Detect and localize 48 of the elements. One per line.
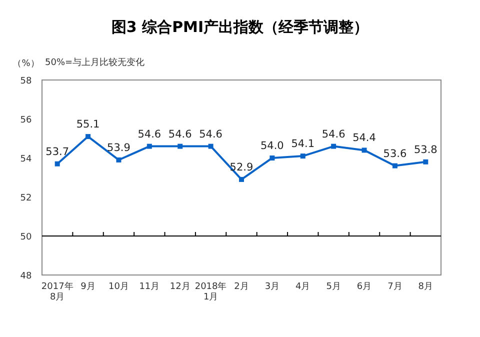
point: [208, 144, 214, 149]
y-tick-label: 54: [20, 154, 32, 164]
y-tick-label: 58: [20, 76, 32, 86]
point: [146, 144, 152, 149]
data-label: 55.1: [76, 118, 100, 131]
point: [178, 144, 183, 149]
point: [423, 159, 428, 164]
y-tick-label: 52: [20, 194, 32, 204]
point: [300, 154, 306, 159]
data-label: 54.0: [260, 140, 284, 152]
y-axis-title: （%）: [12, 59, 40, 69]
data-label: 54.1: [291, 138, 315, 150]
data-label: 54.6: [199, 128, 223, 140]
point: [116, 157, 122, 162]
chart-title: 图3 综合PMI产出指数（经季节调整）: [111, 18, 369, 36]
data-label: 53.8: [414, 144, 438, 156]
data-label: 54.6: [168, 128, 192, 140]
data-label: 53.7: [46, 146, 70, 158]
x-tick-label: 4月: [296, 282, 310, 292]
x-tick-label: 2018年 1月: [194, 281, 227, 302]
y-tick-label: 56: [20, 116, 32, 126]
x-tick-label: 2017年 8月: [41, 281, 74, 302]
point: [270, 156, 275, 160]
point: [362, 148, 367, 153]
y-tick-label: 48: [20, 272, 32, 282]
x-tick-label: 8月: [418, 282, 434, 292]
point: [239, 176, 244, 182]
data-label: 53.6: [383, 148, 407, 160]
x-tick-label: 3月: [264, 282, 280, 292]
point: [331, 144, 336, 149]
data-label: 54.4: [352, 132, 376, 144]
data-label: 54.6: [138, 128, 162, 140]
x-tick-label: 11月: [139, 282, 160, 292]
x-tick-label: 7月: [388, 282, 402, 292]
point: [392, 163, 398, 168]
data-label: 53.9: [107, 142, 130, 154]
x-tick-label: 10月: [108, 282, 129, 292]
data-label: 54.6: [322, 128, 346, 140]
x-tick-label: 9月: [80, 282, 96, 292]
point: [54, 161, 60, 166]
x-tick-label: 2月: [234, 282, 249, 292]
x-tick-label: 5月: [326, 282, 341, 292]
text: 50%=与上月比较无变化: [45, 57, 145, 68]
x-tick-label: 12月: [170, 282, 190, 292]
y-tick-label: 50: [20, 232, 32, 242]
point: [86, 134, 91, 140]
x-tick-label: 6月: [356, 282, 372, 292]
data-label: 52.9: [230, 161, 254, 174]
